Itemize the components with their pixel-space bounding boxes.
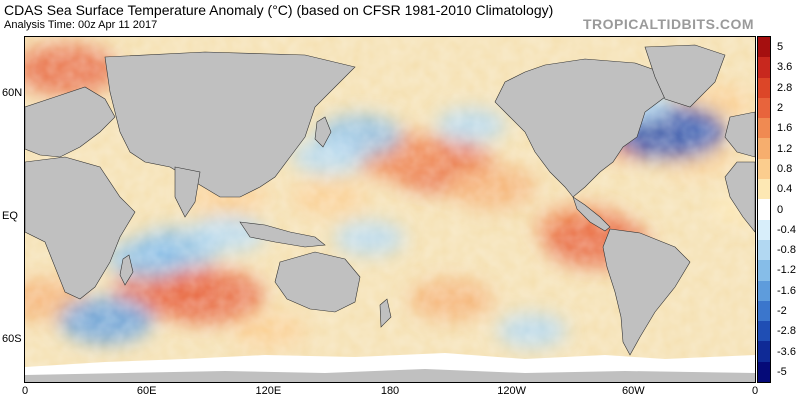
colorbar-tick-label: 1.2 xyxy=(777,143,792,155)
colorbar-segment xyxy=(758,199,770,220)
colorbar-segment xyxy=(758,78,770,99)
colorbar-tick-label: 2.8 xyxy=(777,82,792,94)
colorbar xyxy=(757,36,771,383)
colorbar-segment xyxy=(758,362,770,383)
longitude-tick-label: 60W xyxy=(622,385,645,397)
colorbar-tick-label: -5 xyxy=(777,366,787,378)
colorbar-tick-label: 2 xyxy=(777,102,783,114)
colorbar-segment xyxy=(758,37,770,58)
map-title: CDAS Sea Surface Temperature Anomaly (°C… xyxy=(4,2,553,18)
colorbar-segment xyxy=(758,57,770,78)
colorbar-tick-label: 0.8 xyxy=(777,163,792,175)
colorbar-segment xyxy=(758,179,770,200)
colorbar-segment xyxy=(758,260,770,281)
colorbar-segment xyxy=(758,301,770,322)
colorbar-tick-label: -3.6 xyxy=(777,346,796,358)
colorbar-tick-label: -1.6 xyxy=(777,285,796,297)
colorbar-tick-label: 3.6 xyxy=(777,61,792,73)
colorbar-segment xyxy=(758,118,770,139)
colorbar-segment xyxy=(758,281,770,302)
colorbar-tick-label: 5 xyxy=(777,41,783,53)
latitude-tick-label: 60S xyxy=(2,333,22,345)
colorbar-segment xyxy=(758,240,770,261)
longitude-tick-label: 60E xyxy=(137,385,157,397)
longitude-tick-label: 120W xyxy=(497,385,526,397)
colorbar-segment xyxy=(758,159,770,180)
colorbar-segment xyxy=(758,220,770,241)
longitude-tick-label: 0 xyxy=(22,385,28,397)
colorbar-tick-label: 0 xyxy=(777,204,783,216)
latitude-tick-label: 60N xyxy=(2,87,22,99)
colorbar-tick-label: -2 xyxy=(777,305,787,317)
longitude-tick-label: 180 xyxy=(381,385,399,397)
longitude-tick-label: 0 xyxy=(752,385,758,397)
analysis-time: Analysis Time: 00z Apr 11 2017 xyxy=(4,19,157,31)
colorbar-tick-label: 1.6 xyxy=(777,122,792,134)
map-canvas xyxy=(25,37,755,382)
anomaly-map xyxy=(24,36,756,383)
colorbar-tick-label: 0.4 xyxy=(777,183,792,195)
colorbar-tick-label: -0.4 xyxy=(777,224,796,236)
colorbar-tick-label: -2.8 xyxy=(777,325,796,337)
colorbar-tick-label: -0.8 xyxy=(777,244,796,256)
longitude-tick-label: 120E xyxy=(255,385,281,397)
colorbar-tick-label: -1.2 xyxy=(777,264,796,276)
colorbar-segment xyxy=(758,321,770,342)
colorbar-segment xyxy=(758,138,770,159)
colorbar-segment xyxy=(758,98,770,119)
colorbar-segment xyxy=(758,341,770,362)
site-credit: TROPICALTIDBITS.COM xyxy=(583,16,754,32)
latitude-tick-label: EQ xyxy=(2,210,18,222)
